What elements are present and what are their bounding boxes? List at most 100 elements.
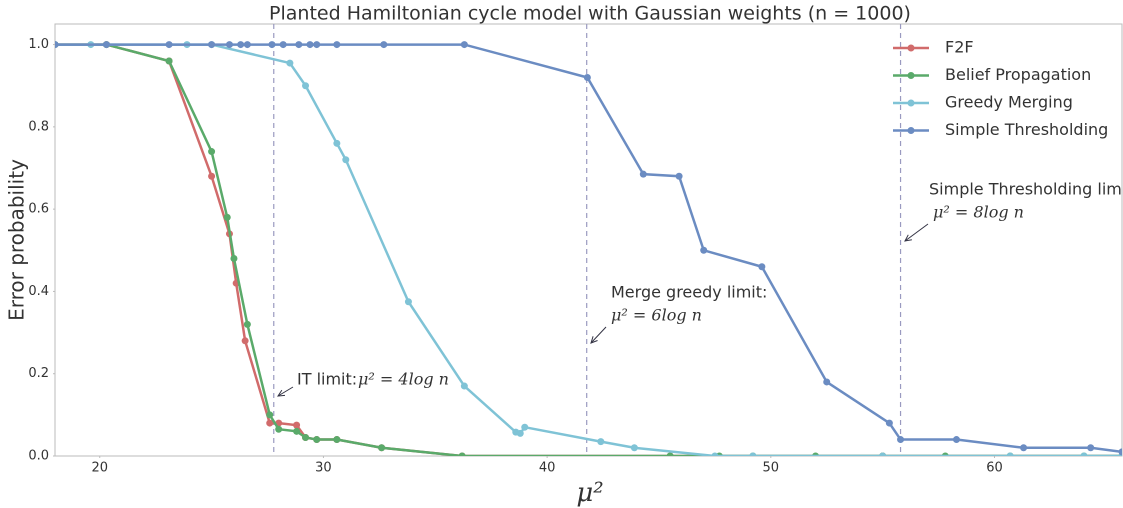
data-point	[460, 41, 468, 49]
data-point	[458, 452, 466, 456]
x-tick-label: 50	[763, 461, 780, 476]
data-point	[342, 156, 350, 164]
data-point	[55, 41, 59, 49]
annotation-text: μ² = 8log n	[933, 203, 1024, 222]
legend-label: F2F	[945, 38, 974, 57]
data-point	[380, 41, 388, 49]
data-point	[823, 378, 831, 386]
annotation-text: Simple Thresholding limit:	[929, 180, 1123, 199]
data-point	[225, 41, 233, 49]
data-point	[700, 246, 708, 254]
annotation-text: IT limit:	[297, 370, 357, 389]
data-point	[230, 255, 238, 263]
annotation-text: μ² = 4log n	[358, 370, 449, 389]
data-point	[521, 423, 529, 431]
data-point	[333, 139, 341, 147]
y-tick-label: 0.0	[28, 449, 49, 464]
y-tick-label: 1.0	[28, 37, 49, 52]
data-point	[302, 82, 310, 90]
data-point	[208, 41, 216, 49]
data-point	[237, 41, 245, 49]
series-line	[55, 43, 1122, 456]
legend-label: Simple Thresholding	[945, 120, 1108, 139]
data-point	[241, 337, 249, 345]
y-tick-label: 0.2	[28, 366, 49, 381]
y-tick-label: 0.8	[28, 119, 49, 134]
data-point	[165, 57, 173, 65]
y-tick-label: 0.6	[28, 202, 49, 217]
plot-area	[55, 24, 1122, 456]
plot-frame	[54, 23, 1123, 457]
data-point	[1087, 444, 1095, 452]
data-point	[306, 41, 314, 49]
data-point	[293, 427, 301, 435]
data-point	[302, 433, 310, 441]
data-point	[758, 263, 766, 271]
data-point	[208, 172, 216, 180]
data-point	[313, 41, 321, 49]
legend-marker	[907, 99, 915, 107]
x-tick-label: 40	[539, 461, 556, 476]
legend: F2F Belief Propagation Greedy Merging Simpl…	[893, 38, 1108, 139]
x-tick-label: 30	[315, 461, 332, 476]
data-point	[897, 436, 905, 444]
y-axis-label: Error probability	[5, 159, 29, 321]
data-point	[630, 444, 638, 452]
annotation-text: μ² = 6log n	[611, 306, 702, 325]
data-point	[266, 419, 274, 427]
annotation-arrow	[590, 326, 607, 344]
data-point	[404, 298, 412, 306]
chart-title: Planted Hamiltonian cycle model with Gau…	[269, 3, 911, 25]
data-point	[460, 382, 468, 390]
arrow-head	[590, 336, 598, 344]
data-point	[279, 41, 287, 49]
data-point	[333, 41, 341, 49]
data-point	[1118, 448, 1122, 456]
data-point	[885, 419, 893, 427]
data-point	[675, 172, 683, 180]
legend-marker	[907, 72, 915, 79]
data-point	[666, 452, 674, 456]
series-line	[55, 43, 1122, 456]
data-point	[597, 438, 605, 446]
data-point	[243, 320, 251, 328]
annotation-arrow	[904, 223, 929, 242]
data-point	[313, 436, 321, 444]
data-point	[165, 41, 173, 49]
legend-marker	[907, 44, 915, 52]
data-point	[102, 41, 110, 49]
data-point	[293, 421, 301, 429]
arrow-head	[277, 389, 286, 397]
legend-label: Greedy Merging	[945, 93, 1073, 112]
data-point	[208, 148, 216, 156]
data-point	[1006, 452, 1014, 456]
arrow-head	[904, 234, 912, 242]
data-point	[266, 411, 274, 419]
x-tick-label: 20	[91, 461, 108, 476]
data-point	[583, 73, 591, 81]
x-axis-label: μ²	[576, 478, 603, 508]
data-point	[268, 41, 276, 49]
data-point	[223, 213, 231, 221]
data-point	[1020, 444, 1028, 452]
data-point	[879, 452, 887, 456]
annotation-text: Merge greedy limit:	[611, 283, 767, 302]
data-point	[243, 41, 251, 49]
data-point	[295, 41, 303, 49]
annotation-arrow	[277, 386, 294, 397]
y-tick-label: 0.4	[28, 284, 49, 299]
data-point	[711, 452, 719, 456]
data-point	[333, 436, 341, 444]
data-point	[1080, 452, 1088, 456]
data-point	[378, 444, 386, 452]
legend-marker	[907, 127, 915, 134]
x-tick-label: 60	[986, 461, 1003, 476]
data-point	[749, 452, 757, 456]
data-point	[516, 429, 524, 437]
data-point	[286, 59, 294, 67]
legend-label: Belief Propagation	[945, 65, 1091, 84]
data-point	[952, 436, 960, 444]
data-point	[639, 170, 647, 178]
data-point	[275, 425, 283, 433]
